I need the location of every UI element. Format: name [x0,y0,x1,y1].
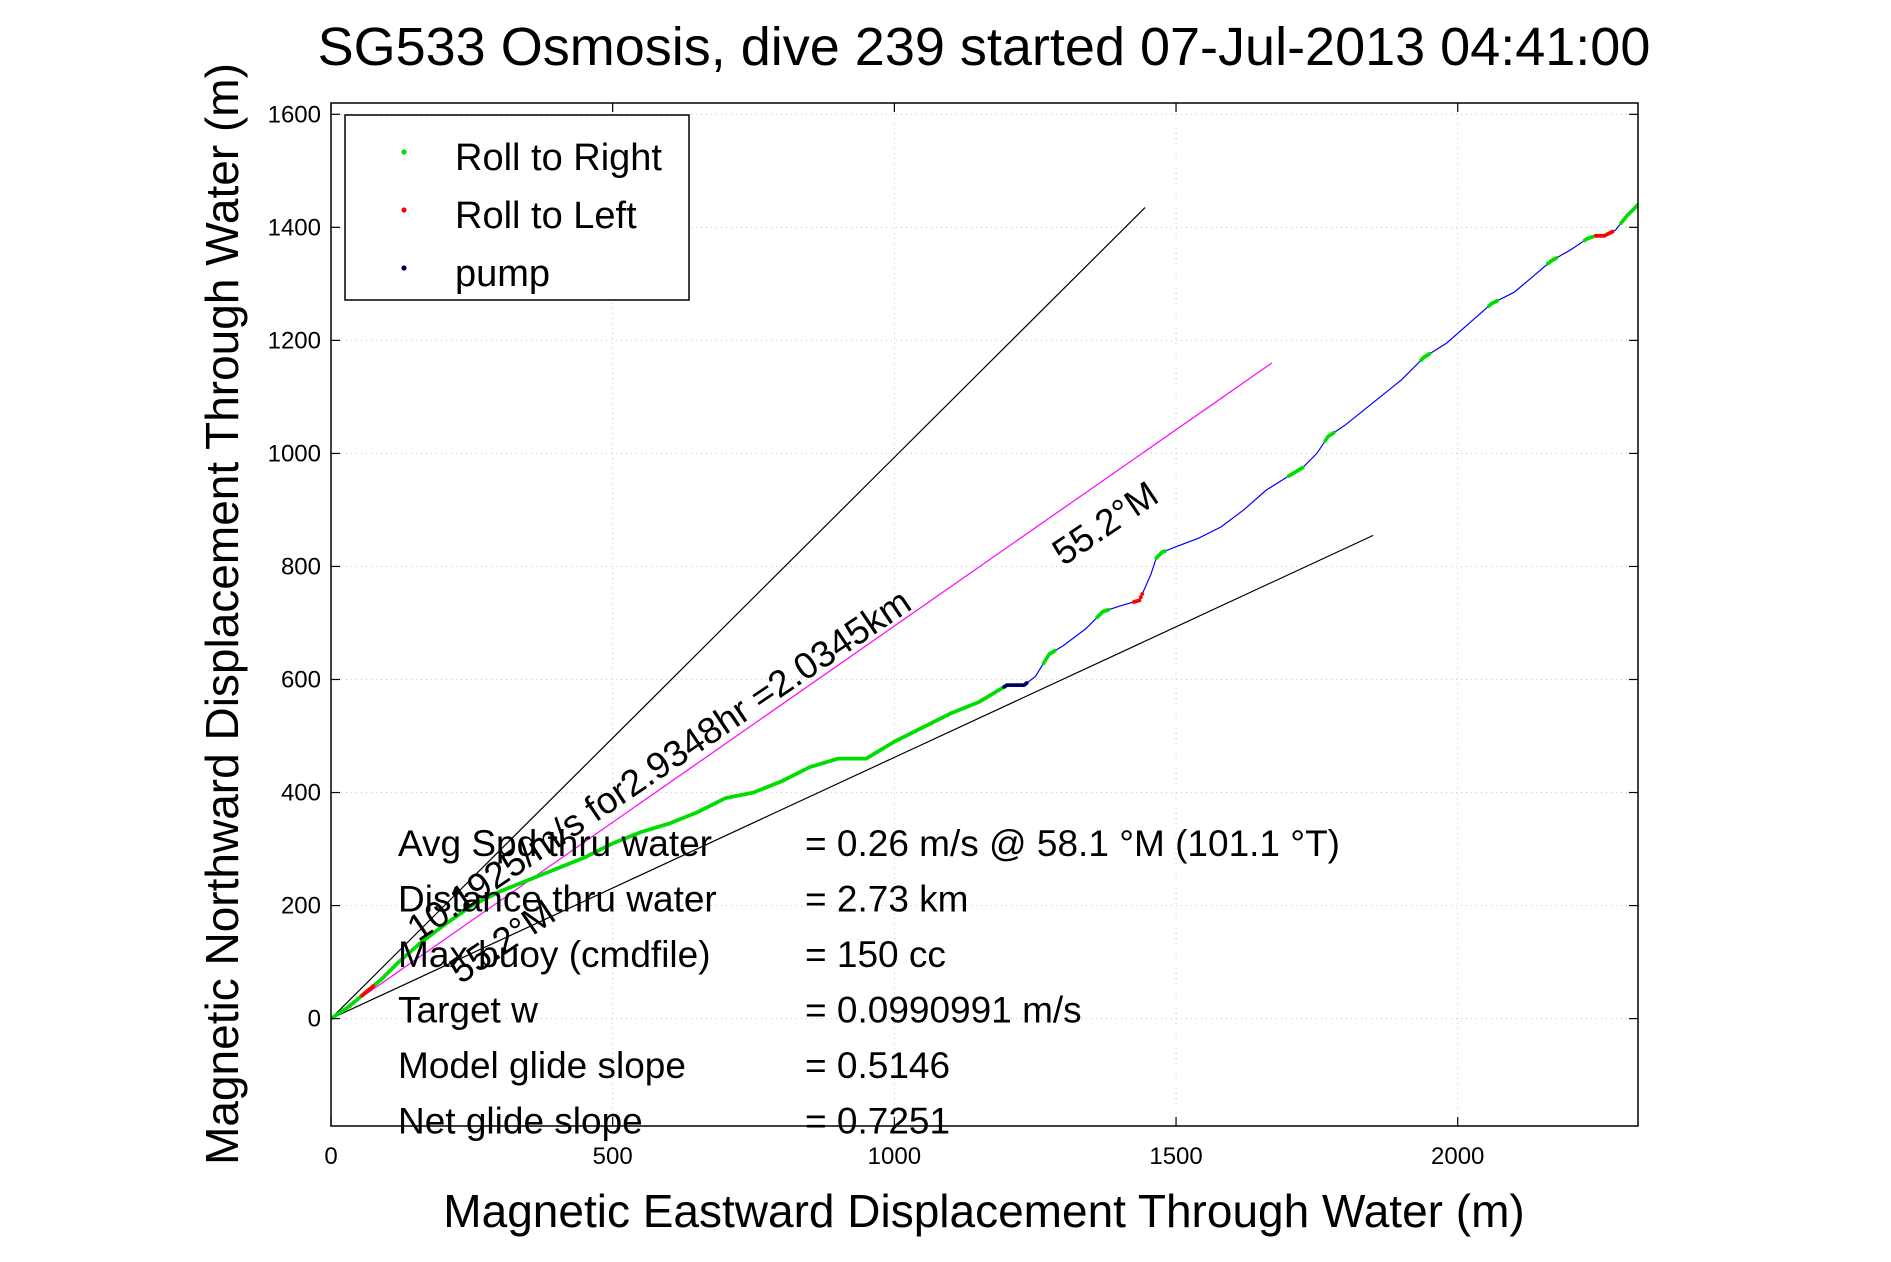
pump-point [1024,681,1029,685]
stat-label: Target w [398,990,538,1031]
y-tick-label: 600 [281,666,321,693]
reference-line [331,207,1146,1020]
legend: Roll to Right Roll to Left pump [344,114,690,301]
chart-title: SG533 Osmosis, dive 239 started 07-Jul-2… [318,17,1651,77]
reference-line [331,362,1273,1020]
y-tick-label: 1000 [268,440,321,467]
stat-label: Net glide slope [398,1101,643,1142]
roll-right-point [1554,256,1559,260]
legend-marker-roll-left [401,207,407,213]
y-tick-label: 0 [308,1006,321,1033]
x-axis-label: Magnetic Eastward Displacement Through W… [443,1185,1524,1237]
reference-line [331,534,1374,1020]
legend-marker-roll-right [401,149,407,155]
legend-label-roll-left: Roll to Left [455,195,637,237]
roll-left-point [1610,229,1615,234]
roll-right-point [1053,648,1057,653]
roll-right-point [1162,549,1167,554]
stat-value: = 0.26 m/s @ 58.1 °M (101.1 °T) [805,823,1340,864]
legend-marker-pump [401,265,407,271]
roll-right-point [1300,465,1305,470]
legend-label-pump: pump [455,253,550,295]
x-tick-label: 500 [593,1143,633,1170]
y-tick-label: 200 [281,893,321,920]
x-tick-label: 1500 [1149,1143,1202,1170]
stat-value: = 0.0990991 m/s [805,990,1082,1031]
roll-left-point [371,984,376,989]
reference-lines [331,207,1374,1020]
stat-label: Max buoy (cmdfile) [398,934,711,975]
stat-value: = 150 cc [805,934,946,975]
roll-left-point [1138,595,1143,600]
x-tick-label: 2000 [1431,1143,1484,1170]
x-tick-label: 1000 [868,1143,921,1170]
y-tick-label: 1400 [268,214,321,241]
roll-left-point [1137,598,1142,603]
y-tick-label: 800 [281,553,321,580]
plot-frame [330,102,1639,1127]
stat-value: = 0.7251 [805,1101,950,1142]
y-tick-label: 1600 [268,101,321,128]
roll-right-point [1331,430,1336,435]
axis-ticks: 0 500 1000 1500 2000 0 200 400 600 800 1000 1200 140… [268,101,1638,1170]
stat-label: Avg Spd thru water [398,823,712,864]
roll-left-point [1140,592,1145,596]
y-tick-label: 1200 [268,327,321,354]
roll-right-point [1495,298,1500,303]
stats-block: Avg Spd thru water = 0.26 m/s @ 58.1 °M (… [398,823,1340,1142]
track [331,202,1638,1021]
stat-value: = 0.5146 [805,1045,950,1086]
stat-label: Model glide slope [398,1045,686,1086]
roll-right-point [1427,351,1432,356]
stat-value: = 2.73 km [805,879,969,920]
roll-right-point [1106,607,1111,612]
y-axis-label: Magnetic Northward Displacement Through … [196,63,248,1165]
x-tick-label: 0 [324,1143,337,1170]
stat-label: Distance thru water [398,879,717,920]
y-tick-label: 400 [281,780,321,807]
legend-label-roll-right: Roll to Right [455,137,662,179]
